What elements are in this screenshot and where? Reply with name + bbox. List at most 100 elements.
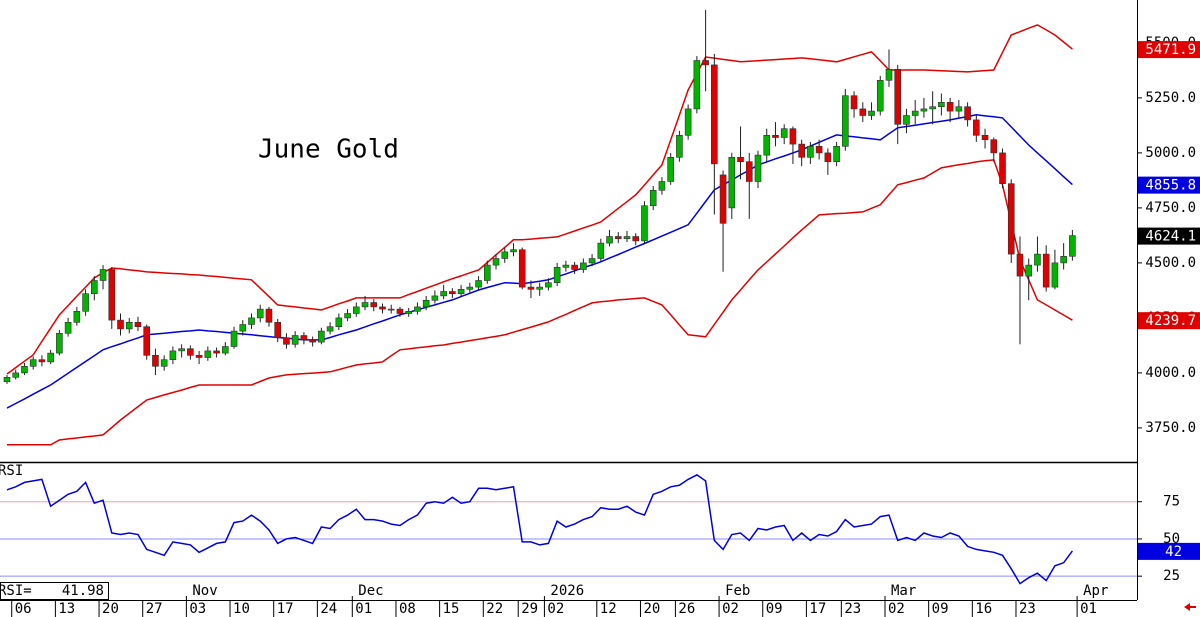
- candle-body: [789, 128, 797, 145]
- candle-body: [737, 157, 744, 163]
- x-tick-label: 09: [932, 601, 949, 617]
- rsi-last-label: 42: [1165, 544, 1182, 560]
- rsi-readout-label: RSI=: [0, 583, 32, 599]
- x-tick-label: 03: [189, 601, 206, 617]
- candle-body: [352, 306, 360, 314]
- y-tick-label: 4500.0: [1145, 255, 1196, 271]
- candle-body: [527, 286, 535, 290]
- candle-body: [946, 102, 954, 112]
- candle-body: [29, 359, 37, 367]
- candle-body: [91, 280, 98, 294]
- x-tick-label: 13: [58, 601, 75, 617]
- candle-body: [466, 286, 474, 290]
- plot-area: [0, 9, 1137, 585]
- candle-body: [938, 102, 945, 108]
- candle-body: [361, 302, 369, 308]
- candle-body: [658, 181, 666, 191]
- candle-body: [763, 135, 771, 156]
- candle-body: [719, 174, 727, 224]
- candle-body: [3, 376, 11, 382]
- candle-body: [623, 236, 631, 240]
- x-tick-label: 22: [486, 601, 503, 617]
- candle-body: [160, 359, 168, 367]
- x-tick-label: 20: [102, 601, 119, 617]
- candle-body: [798, 143, 805, 158]
- rsi-readout-box: [0, 582, 109, 600]
- candle-body: [230, 330, 238, 347]
- rsi-y-tick-label: 25: [1163, 568, 1180, 584]
- candle-body: [553, 266, 561, 283]
- rsi-title: RSI: [0, 463, 23, 479]
- month-label: 2026: [550, 583, 584, 599]
- candle-body: [38, 359, 46, 363]
- close-last-label: 4624.1: [1145, 229, 1196, 245]
- candle-body: [1069, 235, 1076, 257]
- candle-body: [780, 128, 788, 138]
- candle-body: [824, 152, 832, 162]
- candle-body: [868, 110, 875, 116]
- candle-body: [152, 354, 159, 367]
- chart-title: June Gold: [258, 135, 399, 165]
- x-tick-label: 20: [643, 601, 660, 617]
- candle-body: [876, 80, 884, 112]
- candle-body: [457, 288, 465, 294]
- candle-body: [859, 108, 867, 116]
- candle-body: [510, 249, 517, 253]
- candle-body: [518, 249, 526, 288]
- candle-body: [693, 60, 701, 110]
- candle-body: [125, 321, 133, 330]
- candle-body: [850, 95, 858, 110]
- candle-body: [117, 319, 124, 330]
- candle-body: [440, 291, 447, 297]
- bollinger-band: [6, 114, 1073, 409]
- candle-body: [833, 146, 840, 163]
- candle-body: [588, 258, 596, 264]
- candle-body: [492, 258, 500, 266]
- candle-body: [64, 321, 72, 334]
- candle-body: [964, 106, 971, 121]
- month-label: Apr: [1083, 583, 1108, 599]
- band-last-label: 4239.7: [1145, 313, 1196, 329]
- candle-body: [754, 154, 762, 182]
- candle-body: [99, 269, 107, 281]
- y-tick-label: 4750.0: [1145, 200, 1196, 216]
- candle-body: [772, 135, 779, 138]
- x-tick-label: 01: [355, 601, 372, 617]
- x-tick-label: 27: [146, 601, 163, 617]
- candle-body: [911, 110, 919, 116]
- candle-body: [300, 335, 308, 341]
- candle-body: [606, 236, 613, 244]
- candle-body: [134, 321, 142, 327]
- candle-body: [12, 372, 20, 378]
- candle-body: [597, 242, 605, 259]
- candle-body: [580, 262, 587, 270]
- candle-body: [187, 348, 194, 356]
- candle-body: [955, 106, 963, 112]
- candle-body: [195, 354, 203, 358]
- candle-body: [807, 146, 814, 158]
- candle-body: [239, 324, 247, 332]
- x-tick-label: 24: [320, 601, 337, 617]
- candle-body: [387, 308, 395, 311]
- x-tick-label: 23: [1019, 601, 1036, 617]
- candle-body: [929, 106, 936, 110]
- candle-body: [326, 326, 334, 332]
- x-tick-label: 02: [722, 601, 739, 617]
- scroll-arrow[interactable]: [1184, 603, 1196, 611]
- candle-body: [885, 69, 893, 81]
- y-tick-label: 4000.0: [1145, 365, 1196, 381]
- month-label: Nov: [192, 583, 217, 599]
- candle-body: [483, 264, 491, 281]
- candle-body: [815, 146, 823, 154]
- rsi-y-tick-label: 75: [1163, 494, 1180, 510]
- x-tick-label: 16: [975, 601, 992, 617]
- rsi-last-box: [1138, 542, 1200, 560]
- candle-body: [667, 157, 674, 182]
- candle-body: [903, 115, 910, 125]
- month-label: Feb: [725, 583, 750, 599]
- candle-body: [973, 119, 980, 136]
- candle-body: [1016, 253, 1024, 277]
- candle-body: [990, 139, 998, 154]
- band-last-label: 5471.9: [1145, 42, 1196, 58]
- candle-body: [571, 264, 578, 270]
